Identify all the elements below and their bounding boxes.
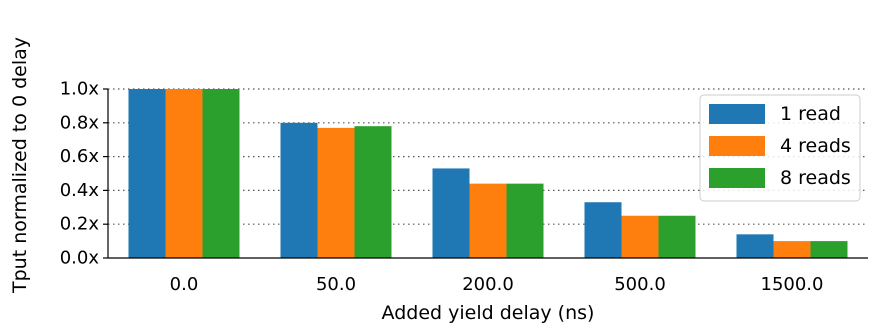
- x-tick-label: 200.0: [462, 274, 514, 295]
- bar-8-reads-0.0: [202, 89, 240, 258]
- y-tick-labels: 0.0x 0.2x 0.4x 0.6x 0.8x 1.0x: [60, 79, 100, 269]
- bar-4-reads-50.0: [317, 127, 355, 259]
- y-tick-label: 0.6x: [60, 146, 100, 167]
- bar-4-reads-0.0: [165, 89, 203, 258]
- bar-8-reads-200.0: [506, 183, 544, 258]
- legend: 1 read 4 reads 8 reads: [699, 94, 861, 202]
- x-tick-label: 1500.0: [761, 274, 824, 295]
- x-tick-label: 500.0: [614, 274, 666, 295]
- x-tick-label: 50.0: [316, 274, 356, 295]
- bar-1-read-200.0: [432, 168, 470, 258]
- legend-swatch-1-read: [709, 104, 765, 124]
- bar-1-read-0.0: [128, 89, 166, 258]
- y-tick-label: 0.8x: [60, 112, 100, 133]
- bar-4-reads-200.0: [469, 183, 507, 258]
- y-tick-label: 0.4x: [60, 180, 100, 201]
- x-axis-label: Added yield delay (ns): [382, 302, 595, 324]
- bar-1-read-1500.0: [736, 234, 774, 258]
- bar-1-read-500.0: [584, 202, 622, 258]
- y-tick-label: 0.2x: [60, 214, 100, 235]
- bar-4-reads-1500.0: [773, 241, 811, 258]
- x-tick-label: 0.0: [170, 274, 199, 295]
- legend-label: 4 reads: [780, 135, 851, 157]
- bars: [128, 89, 848, 259]
- x-tick-labels: 0.0 50.0 200.0 500.0 1500.0: [170, 274, 824, 295]
- bar-8-reads-1500.0: [810, 241, 848, 258]
- y-tick-label: 0.0x: [60, 248, 100, 269]
- legend-swatch-8-reads: [709, 168, 765, 188]
- legend-swatch-4-reads: [709, 136, 765, 156]
- bar-8-reads-500.0: [658, 215, 696, 258]
- bar-8-reads-50.0: [354, 126, 392, 259]
- y-tick-label: 1.0x: [60, 79, 100, 100]
- legend-label: 1 read: [780, 103, 841, 125]
- bar-1-read-50.0: [280, 122, 318, 258]
- legend-label: 8 reads: [780, 167, 851, 189]
- bar-4-reads-500.0: [621, 215, 659, 258]
- axes: [103, 88, 868, 259]
- y-axis-label: Tput normalized to 0 delay: [9, 37, 31, 294]
